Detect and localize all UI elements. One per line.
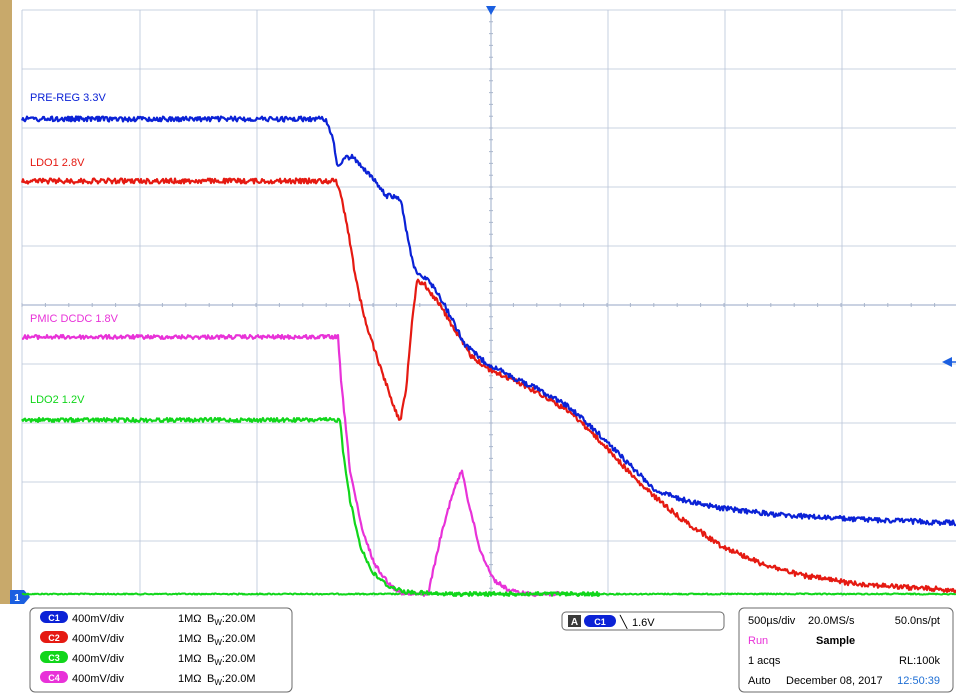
channel-bandwidth: BW:20.0M	[207, 673, 256, 687]
acquisition-count: 1 acqs	[748, 655, 781, 667]
run-state: Run	[748, 635, 768, 647]
channel-bandwidth: BW:20.0M	[207, 653, 256, 667]
channel-scale: 400mV/div	[72, 653, 124, 665]
channel-badge	[40, 651, 68, 663]
channel-row-c2[interactable]: C2 400mV/div 1MΩ BW:20.0M	[40, 631, 256, 647]
timebase: 500µs/div	[748, 615, 796, 627]
sample-mode: Sample	[816, 635, 855, 647]
label-ldo1: LDO1 2.8V	[30, 157, 85, 169]
trigger-position-marker[interactable]	[486, 6, 496, 15]
trace-c2-ldo1	[20, 177, 956, 594]
resolution: 50.0ns/pt	[895, 615, 940, 627]
trace-c3-ldo2	[21, 416, 601, 598]
sample-rate: 20.0MS/s	[808, 615, 855, 627]
channel-row-c3[interactable]: C3 400mV/div 1MΩ BW:20.0M	[40, 651, 256, 667]
capture-date: December 08, 2017	[786, 675, 883, 687]
channel-impedance: 1MΩ	[178, 613, 202, 625]
record-length: RL:100k	[899, 655, 940, 667]
trigger-mode: Auto	[748, 675, 771, 687]
channel-scale: 400mV/div	[72, 673, 124, 685]
channel-scale: 400mV/div	[72, 613, 124, 625]
channel-row-c1[interactable]: C1 400mV/div 1MΩ BW:20.0M	[40, 611, 256, 627]
channel-id: C2	[48, 633, 60, 643]
channel-impedance: 1MΩ	[178, 653, 202, 665]
channel-settings-panel	[29, 607, 293, 693]
channel-bandwidth: BW:20.0M	[207, 633, 256, 647]
channel-id: C1	[48, 613, 60, 623]
channel-id: C3	[48, 653, 60, 663]
trigger-mode-badge	[568, 615, 581, 627]
trigger-slope-icon: ╲	[619, 614, 628, 629]
acquisition-panel: 500µs/div 20.0MS/s 50.0ns/pt Run Sample …	[738, 607, 954, 693]
channel-scale: 400mV/div	[72, 633, 124, 645]
waveform-traces	[20, 115, 956, 598]
graticule	[21, 9, 956, 597]
label-ldo2: LDO2 1.2V	[30, 394, 85, 406]
channel-bandwidth: BW:20.0M	[207, 613, 256, 627]
channel-impedance: 1MΩ	[178, 633, 202, 645]
trace-c4-pmic	[21, 333, 561, 598]
svg-text:C1: C1	[594, 617, 606, 627]
bezel	[0, 0, 12, 694]
channel-badge	[40, 631, 68, 643]
trigger-readout[interactable]: A C1 ╲ 1.6V	[561, 611, 725, 631]
ground-reference-marker[interactable]: 1	[10, 590, 30, 604]
trigger-level: 1.6V	[632, 617, 655, 629]
capture-time: 12:50:39	[897, 675, 940, 687]
channel-rows: C1 400mV/div 1MΩ BW:20.0M C2 400mV/div 1MΩ BW:2…	[40, 611, 256, 687]
svg-text:A: A	[571, 617, 578, 628]
waveform-area[interactable]	[12, 0, 956, 604]
channel-impedance: 1MΩ	[178, 673, 202, 685]
svg-text:1: 1	[14, 593, 20, 604]
label-pmic: PMIC DCDC 1.8V	[30, 313, 119, 325]
channel-id: C4	[48, 673, 60, 683]
channel-row-c4[interactable]: C4 400mV/div 1MΩ BW:20.0M	[40, 671, 256, 687]
trace-c1-pre-reg	[20, 115, 956, 527]
label-pre-reg: PRE-REG 3.3V	[30, 92, 106, 104]
channel-badge	[40, 611, 68, 623]
trigger-source-badge	[584, 615, 616, 627]
channel-badge	[40, 671, 68, 683]
